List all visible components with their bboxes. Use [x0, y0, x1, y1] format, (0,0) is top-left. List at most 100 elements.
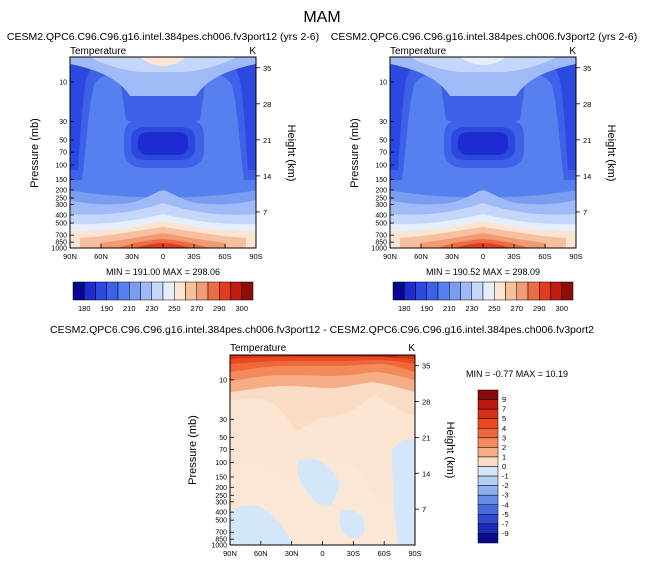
panel-2-contour-band: [460, 57, 506, 65]
panel-2-stats: MIN = 190.52 MAX = 298.09: [426, 267, 540, 277]
height-tick-label: 28: [583, 100, 591, 109]
colorbar-label: 290: [533, 304, 546, 313]
pressure-tick-label: 70: [219, 447, 227, 454]
panel-1-contour-band: [140, 57, 186, 66]
colorbar-swatch: [477, 475, 499, 486]
colorbar-swatch: [230, 281, 242, 301]
panel-3-contour-band: [339, 509, 365, 539]
panel-2-variable-label: Temperature: [390, 46, 447, 57]
colorbar-label: -7: [502, 519, 509, 528]
panel-3: CESM2.QPC6.C96.C96.g16.intel.384pes.ch00…: [50, 324, 594, 558]
panel-2-y-axis-label: Pressure (mb): [349, 118, 361, 188]
colorbar-label: 190: [420, 304, 433, 313]
panel-1-height-axis: 35 28 21 14 7: [256, 64, 271, 217]
colorbar-swatch: [129, 281, 141, 301]
panel-1: CESM2.QPC6.C96.C96.g16.intel.384pes.ch00…: [7, 31, 319, 313]
colorbar-label: 230: [465, 304, 478, 313]
colorbar-label: 210: [123, 304, 136, 313]
colorbar-swatch: [426, 281, 439, 301]
colorbar-label: 180: [398, 304, 411, 313]
pressure-tick-label: 30: [219, 417, 227, 424]
colorbar-swatch: [477, 456, 499, 467]
latitude-tick-label: 30N: [445, 252, 459, 261]
pressure-tick-label: 400: [55, 212, 67, 219]
latitude-tick-label: 30S: [187, 252, 200, 261]
panel-2-contour-band: [458, 132, 508, 155]
colorbar-swatch: [84, 281, 96, 301]
colorbar-swatch: [477, 428, 499, 439]
latitude-tick-label: 0: [161, 252, 165, 261]
panel-3-contour-band: [230, 505, 292, 545]
colorbar-swatch: [219, 281, 231, 301]
colorbar-swatch: [207, 281, 220, 301]
latitude-tick-label: 90S: [408, 549, 421, 558]
pressure-tick-label: 400: [375, 212, 387, 219]
pressure-tick-label: 400: [215, 510, 227, 517]
latitude-tick-label: 90N: [383, 252, 397, 261]
colorbar-label: 300: [235, 304, 248, 313]
pressure-tick-label: 500: [215, 518, 227, 525]
panel-2-contour-field: [390, 57, 576, 248]
latitude-tick-label: 30S: [507, 252, 520, 261]
pressure-tick-label: 700: [215, 530, 227, 537]
colorbar-swatch: [106, 281, 119, 301]
figure-title: MAM: [303, 9, 340, 26]
latitude-tick-label: 60S: [538, 252, 551, 261]
panel-2-colorbar: 180 190 210 230 250 270 290 300: [392, 281, 574, 313]
latitude-tick-label: 90S: [249, 252, 262, 261]
colorbar-swatch: [95, 281, 107, 301]
pressure-tick-label: 700: [55, 233, 67, 240]
latitude-tick-label: 30S: [347, 549, 360, 558]
panel-1-contour-field: [70, 57, 256, 248]
colorbar-swatch: [505, 281, 517, 301]
height-tick-label: 28: [422, 398, 430, 407]
pressure-tick-label: 850: [215, 537, 227, 544]
colorbar-swatch: [151, 281, 164, 301]
colorbar-label: 210: [443, 304, 456, 313]
colorbar-swatch: [449, 281, 461, 301]
panel-3-y2-axis-label: Height (km): [444, 422, 456, 479]
colorbar-swatch: [477, 389, 499, 400]
pressure-tick-label: 300: [375, 202, 387, 209]
panel-1-contour-band: [70, 60, 92, 170]
height-tick-label: 7: [583, 208, 587, 217]
colorbar-swatch: [477, 523, 499, 534]
colorbar-label: -4: [502, 500, 509, 509]
colorbar-swatch: [477, 485, 499, 496]
colorbar-label: 290: [213, 304, 226, 313]
latitude-tick-label: 90N: [223, 549, 237, 558]
colorbar-label: 270: [510, 304, 523, 313]
height-tick-label: 14: [583, 172, 591, 181]
colorbar-label: -1: [502, 472, 509, 481]
panel-1-y2-axis-label: Height (km): [285, 125, 297, 182]
colorbar-swatch: [477, 494, 499, 505]
latitude-tick-label: 60N: [94, 252, 108, 261]
colorbar-swatch: [477, 437, 499, 448]
colorbar-swatch: [392, 281, 405, 301]
height-tick-label: 21: [422, 433, 430, 442]
panel-2-units-label: K: [569, 46, 576, 57]
pressure-tick-label: 200: [375, 187, 387, 194]
panel-1-contour-band: [234, 60, 256, 170]
panel-3-contour-field: [230, 355, 415, 545]
colorbar-swatch: [460, 281, 472, 301]
colorbar-swatch: [527, 281, 540, 301]
height-tick-label: 35: [583, 64, 591, 73]
colorbar-swatch: [494, 281, 506, 301]
panel-3-stats: MIN = -0.77 MAX = 10.19: [466, 369, 568, 379]
pressure-tick-label: 50: [59, 138, 67, 145]
panel-2-y2-axis-label: Height (km): [605, 125, 617, 182]
colorbar-label: 180: [78, 304, 91, 313]
latitude-tick-label: 0: [481, 252, 485, 261]
panel-1-colorbar: 180 190 210 230 250 270 290 300: [72, 281, 254, 313]
panel-2-contour-band: [390, 57, 576, 180]
height-tick-label: 14: [422, 469, 430, 478]
colorbar-swatch: [477, 466, 499, 477]
colorbar-label: 7: [502, 405, 506, 414]
latitude-tick-label: 60S: [218, 252, 231, 261]
colorbar-swatch: [561, 281, 574, 301]
colorbar-swatch: [117, 281, 130, 301]
